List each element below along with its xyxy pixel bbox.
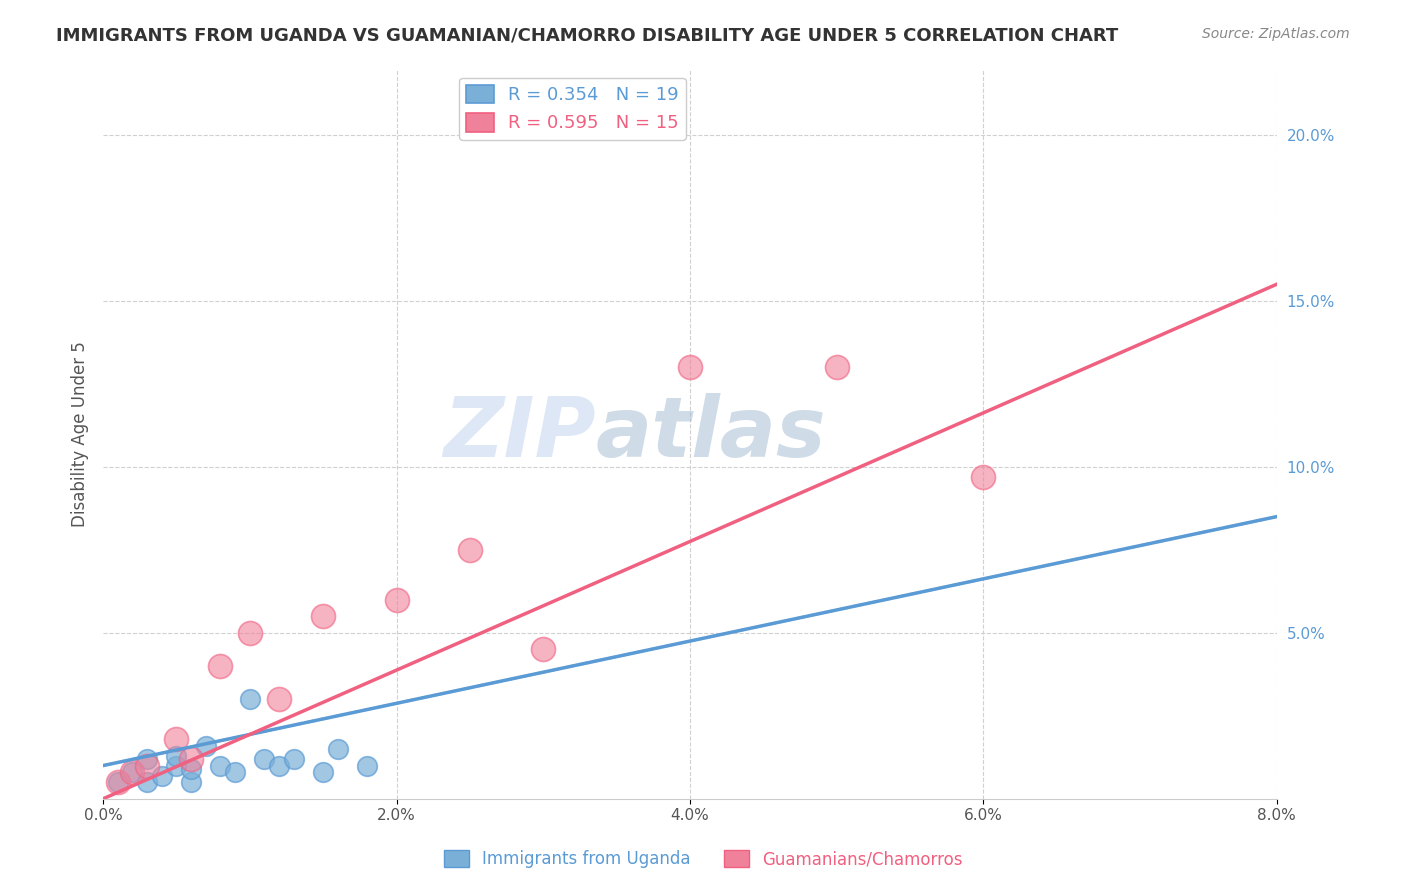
Point	[121, 765, 143, 780]
Text: IMMIGRANTS FROM UGANDA VS GUAMANIAN/CHAMORRO DISABILITY AGE UNDER 5 CORRELATION : IMMIGRANTS FROM UGANDA VS GUAMANIAN/CHAM…	[56, 27, 1119, 45]
Point	[283, 752, 305, 766]
Point	[166, 758, 188, 772]
Y-axis label: Disability Age Under 5: Disability Age Under 5	[72, 341, 89, 526]
Point	[209, 758, 232, 772]
Point	[326, 742, 349, 756]
Point	[107, 775, 129, 789]
Point	[825, 360, 848, 375]
Point	[209, 659, 232, 673]
Point	[136, 775, 159, 789]
Point	[312, 609, 335, 624]
Point	[312, 765, 335, 780]
Point	[239, 625, 262, 640]
Point	[531, 642, 554, 657]
Point	[136, 758, 159, 772]
Point	[269, 758, 291, 772]
Point	[269, 692, 291, 706]
Point	[385, 592, 408, 607]
Text: Source: ZipAtlas.com: Source: ZipAtlas.com	[1202, 27, 1350, 41]
Point	[180, 775, 202, 789]
Point	[239, 692, 262, 706]
Point	[253, 752, 276, 766]
Legend: Immigrants from Uganda, Guamanians/Chamorros: Immigrants from Uganda, Guamanians/Chamo…	[437, 843, 969, 875]
Point	[107, 775, 129, 789]
Legend: R = 0.354   N = 19, R = 0.595   N = 15: R = 0.354 N = 19, R = 0.595 N = 15	[460, 78, 686, 140]
Point	[224, 765, 246, 780]
Point	[180, 762, 202, 776]
Point	[679, 360, 702, 375]
Point	[166, 748, 188, 763]
Point	[166, 731, 188, 746]
Point	[194, 739, 217, 753]
Point	[356, 758, 378, 772]
Text: ZIP: ZIP	[443, 393, 596, 475]
Point	[972, 470, 994, 484]
Point	[458, 542, 481, 557]
Text: atlas: atlas	[596, 393, 827, 475]
Point	[121, 765, 143, 780]
Point	[180, 752, 202, 766]
Point	[150, 768, 173, 782]
Point	[136, 752, 159, 766]
